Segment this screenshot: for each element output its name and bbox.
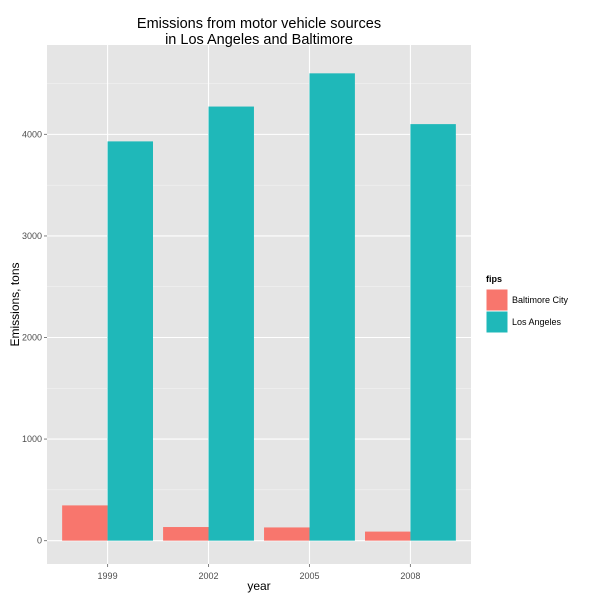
x-tick-label: 2008 (400, 571, 420, 581)
chart-title-group: Emissions from motor vehicle sources in … (137, 16, 381, 48)
bar-baltimore-city-2008 (365, 531, 411, 541)
bar-los-angeles-2008 (410, 124, 456, 541)
legend: fips Baltimore City Los Angeles (485, 274, 569, 334)
bar-los-angeles-2002 (208, 106, 254, 541)
y-tick-label: 2000 (22, 333, 42, 343)
bar-los-angeles-2005 (309, 73, 355, 541)
bar-los-angeles-1999 (107, 141, 153, 541)
chart-title-line-2: in Los Angeles and Baltimore (165, 32, 353, 48)
bars (62, 73, 456, 541)
bar-baltimore-city-2005 (264, 527, 310, 541)
x-tick-label: 1999 (98, 571, 118, 581)
x-axis-title: year (247, 579, 270, 593)
y-tick-label: 4000 (22, 129, 42, 139)
y-axis-title: Emissions, tons (8, 262, 22, 346)
legend-label-los-angeles: Los Angeles (512, 317, 562, 327)
chart-title-line-1: Emissions from motor vehicle sources (137, 16, 381, 32)
bar-baltimore-city-1999 (62, 505, 108, 541)
y-tick-label: 1000 (22, 434, 42, 444)
x-tick-label: 2005 (299, 571, 319, 581)
y-tick-label: 0 (37, 536, 42, 546)
y-tick-label: 3000 (22, 231, 42, 241)
legend-swatch-baltimore-city (486, 289, 508, 311)
x-tick-label: 2002 (199, 571, 219, 581)
legend-title: fips (486, 274, 502, 284)
legend-label-baltimore-city: Baltimore City (512, 295, 569, 305)
axes: 0 1000 2000 3000 4000 1999 2002 2005 2008 (22, 129, 420, 581)
bar-baltimore-city-2002 (163, 527, 209, 541)
legend-swatch-los-angeles (486, 311, 508, 333)
